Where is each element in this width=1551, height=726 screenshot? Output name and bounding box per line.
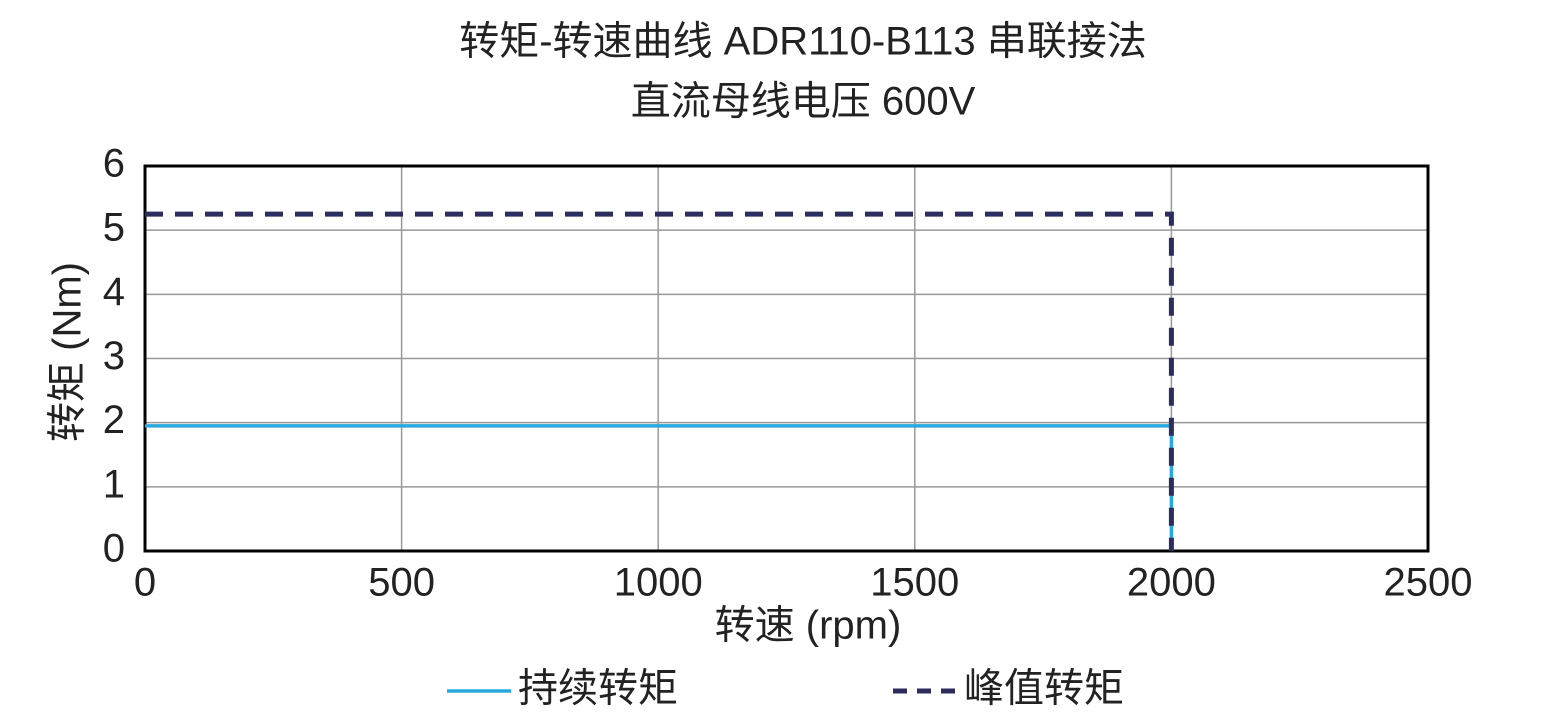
legend-label: 峰值转矩 <box>964 667 1124 711</box>
x-tick-label: 1000 <box>614 561 703 605</box>
x-tick-label: 2000 <box>1127 561 1216 605</box>
chart-subtitle: 直流母线电压 600V <box>631 80 976 124</box>
legend-label: 持续转矩 <box>518 667 678 711</box>
x-axis-label: 转速 (rpm) <box>715 604 902 648</box>
y-tick-label: 4 <box>103 270 125 314</box>
x-tick-label: 2500 <box>1384 561 1473 605</box>
chart-title: 转矩-转速曲线 ADR110-B113 串联接法 <box>459 20 1147 64</box>
x-tick-label: 500 <box>368 561 435 605</box>
y-tick-label: 1 <box>103 462 125 506</box>
y-tick-label: 2 <box>103 398 125 442</box>
y-axis-label: 转矩 (Nm) <box>46 262 90 442</box>
y-tick-label: 0 <box>103 527 125 571</box>
x-tick-label: 0 <box>134 561 156 605</box>
y-tick-label: 6 <box>103 142 125 186</box>
series-line <box>145 211 1174 551</box>
x-tick-label: 1500 <box>870 561 959 605</box>
y-tick-label: 5 <box>103 206 125 250</box>
plot-frame <box>143 164 1430 553</box>
y-tick-label: 3 <box>103 334 125 378</box>
